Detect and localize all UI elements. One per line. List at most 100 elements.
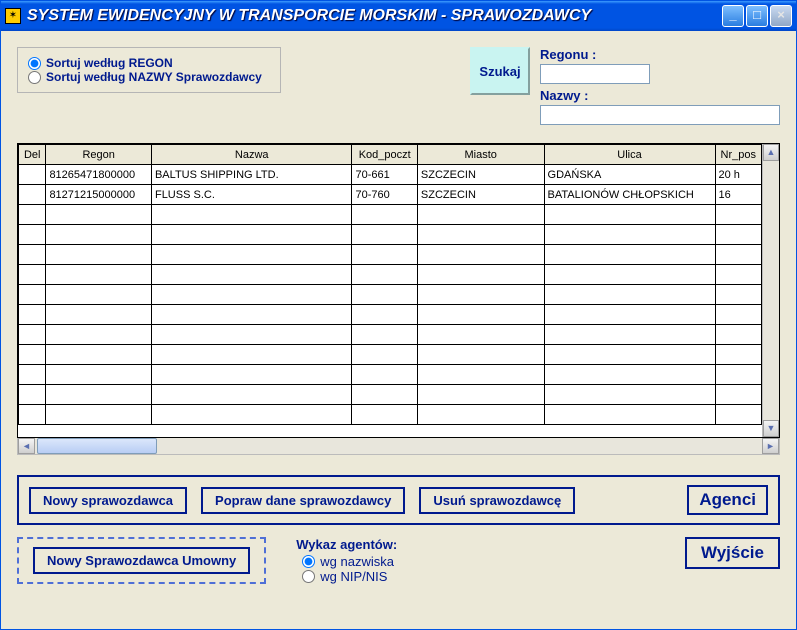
cell-ulica[interactable]	[544, 385, 715, 405]
col-nazwa[interactable]: Nazwa	[151, 145, 352, 165]
table-row[interactable]	[19, 365, 762, 385]
cell-kod[interactable]: 70-760	[352, 185, 417, 205]
cell-miasto[interactable]	[417, 365, 544, 385]
cell-del[interactable]	[19, 325, 46, 345]
cell-kod[interactable]	[352, 225, 417, 245]
new-button[interactable]: Nowy sprawozdawca	[29, 487, 187, 514]
cell-kod[interactable]	[352, 285, 417, 305]
cell-ulica[interactable]: GDAŃSKA	[544, 165, 715, 185]
cell-miasto[interactable]	[417, 205, 544, 225]
table-row[interactable]	[19, 385, 762, 405]
cell-ulica[interactable]	[544, 245, 715, 265]
cell-nazwa[interactable]	[151, 245, 352, 265]
maximize-button[interactable]: □	[746, 5, 768, 27]
cell-ulica[interactable]	[544, 405, 715, 425]
edit-button[interactable]: Popraw dane sprawozdawcy	[201, 487, 405, 514]
col-kod[interactable]: Kod_poczt	[352, 145, 417, 165]
agents-by-nip[interactable]: wg NIP/NIS	[302, 569, 397, 584]
cell-kod[interactable]	[352, 205, 417, 225]
cell-nr[interactable]: 16	[715, 185, 761, 205]
cell-nr[interactable]	[715, 265, 761, 285]
cell-del[interactable]	[19, 285, 46, 305]
cell-miasto[interactable]	[417, 245, 544, 265]
table-row[interactable]	[19, 245, 762, 265]
cell-ulica[interactable]	[544, 325, 715, 345]
cell-regon[interactable]	[46, 405, 152, 425]
cell-ulica[interactable]	[544, 345, 715, 365]
col-regon[interactable]: Regon	[46, 145, 152, 165]
cell-del[interactable]	[19, 225, 46, 245]
new-contract-button[interactable]: Nowy Sprawozdawca Umowny	[33, 547, 250, 574]
col-del[interactable]: Del	[19, 145, 46, 165]
cell-nr[interactable]	[715, 405, 761, 425]
cell-miasto[interactable]: SZCZECIN	[417, 185, 544, 205]
scroll-right-button[interactable]: ►	[762, 438, 779, 454]
cell-regon[interactable]	[46, 285, 152, 305]
cell-regon[interactable]	[46, 225, 152, 245]
sort-by-regon[interactable]: Sortuj według REGON	[28, 56, 262, 70]
scroll-down-button[interactable]: ▼	[763, 420, 779, 437]
cell-ulica[interactable]	[544, 225, 715, 245]
cell-ulica[interactable]	[544, 285, 715, 305]
table-row[interactable]	[19, 305, 762, 325]
cell-nazwa[interactable]	[151, 305, 352, 325]
cell-nazwa[interactable]	[151, 405, 352, 425]
cell-nr[interactable]: 20 h	[715, 165, 761, 185]
cell-nr[interactable]	[715, 305, 761, 325]
horizontal-scrollbar[interactable]: ◄ ►	[17, 438, 780, 455]
cell-miasto[interactable]	[417, 265, 544, 285]
sort-regon-radio[interactable]	[28, 57, 41, 70]
scroll-left-button[interactable]: ◄	[18, 438, 35, 454]
exit-button[interactable]: Wyjście	[685, 537, 780, 569]
cell-kod[interactable]	[352, 385, 417, 405]
cell-nazwa[interactable]	[151, 285, 352, 305]
cell-miasto[interactable]	[417, 285, 544, 305]
cell-miasto[interactable]	[417, 405, 544, 425]
table-row[interactable]	[19, 285, 762, 305]
minimize-button[interactable]: _	[722, 5, 744, 27]
cell-miasto[interactable]	[417, 325, 544, 345]
agents-by-surname[interactable]: wg nazwiska	[302, 554, 397, 569]
cell-miasto[interactable]	[417, 385, 544, 405]
cell-regon[interactable]: 81271215000000	[46, 185, 152, 205]
cell-nr[interactable]	[715, 345, 761, 365]
cell-del[interactable]	[19, 205, 46, 225]
cell-miasto[interactable]	[417, 305, 544, 325]
cell-del[interactable]	[19, 385, 46, 405]
cell-del[interactable]	[19, 265, 46, 285]
cell-ulica[interactable]	[544, 365, 715, 385]
table-row[interactable]	[19, 345, 762, 365]
cell-del[interactable]	[19, 305, 46, 325]
agents-nip-radio[interactable]	[302, 570, 315, 583]
cell-nazwa[interactable]	[151, 385, 352, 405]
cell-ulica[interactable]	[544, 305, 715, 325]
hscroll-thumb[interactable]	[37, 438, 157, 454]
cell-del[interactable]	[19, 185, 46, 205]
cell-kod[interactable]	[352, 245, 417, 265]
table-row[interactable]	[19, 225, 762, 245]
hscroll-track[interactable]	[157, 438, 762, 454]
regon-input[interactable]	[540, 64, 650, 84]
cell-ulica[interactable]	[544, 205, 715, 225]
cell-kod[interactable]	[352, 305, 417, 325]
vertical-scrollbar[interactable]: ▲ ▼	[762, 144, 779, 437]
cell-nazwa[interactable]: FLUSS S.C.	[151, 185, 352, 205]
cell-regon[interactable]	[46, 365, 152, 385]
table-row[interactable]: 81271215000000FLUSS S.C.70-760SZCZECINBA…	[19, 185, 762, 205]
cell-nazwa[interactable]	[151, 205, 352, 225]
table-row[interactable]: 81265471800000BALTUS SHIPPING LTD.70-661…	[19, 165, 762, 185]
cell-nr[interactable]	[715, 285, 761, 305]
cell-nr[interactable]	[715, 385, 761, 405]
cell-miasto[interactable]: SZCZECIN	[417, 165, 544, 185]
table-row[interactable]	[19, 325, 762, 345]
cell-kod[interactable]	[352, 365, 417, 385]
cell-regon[interactable]	[46, 305, 152, 325]
cell-regon[interactable]	[46, 205, 152, 225]
agents-surname-radio[interactable]	[302, 555, 315, 568]
sort-name-radio[interactable]	[28, 71, 41, 84]
cell-nr[interactable]	[715, 205, 761, 225]
cell-nazwa[interactable]	[151, 225, 352, 245]
sort-by-name[interactable]: Sortuj według NAZWY Sprawozdawcy	[28, 70, 262, 84]
cell-kod[interactable]: 70-661	[352, 165, 417, 185]
cell-regon[interactable]	[46, 245, 152, 265]
